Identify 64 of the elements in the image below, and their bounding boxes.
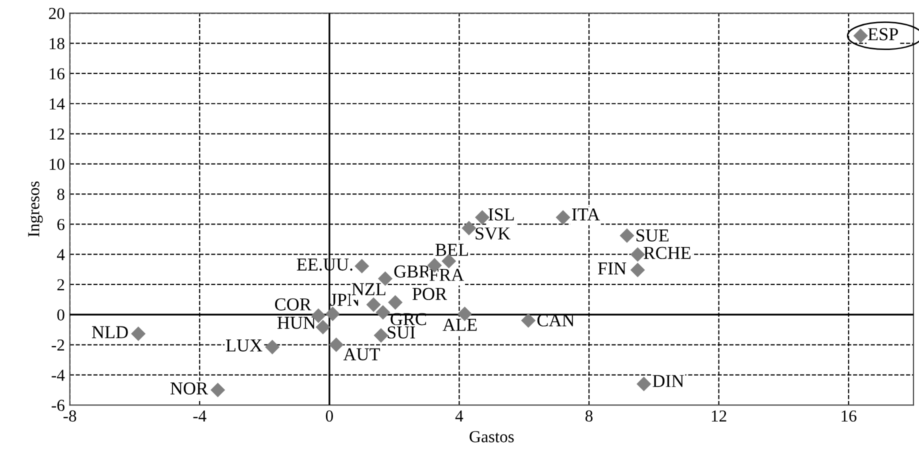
x-tick-label: 8 [585, 410, 593, 422]
x-tick-label: -8 [64, 410, 76, 422]
y-tick-label: -4 [52, 370, 65, 381]
point [265, 340, 280, 354]
text: HUN [277, 316, 316, 329]
text: ESP [868, 28, 898, 40]
text: BEL [435, 244, 468, 256]
point [374, 328, 388, 343]
text: GBR [394, 265, 431, 278]
y-tick-label: 6 [57, 218, 64, 230]
point [325, 306, 340, 322]
text: FIN [598, 262, 626, 274]
point [388, 295, 403, 310]
text: COR [275, 298, 312, 310]
y-tick-label: 4 [56, 249, 65, 260]
point [354, 258, 370, 274]
text: LUX [226, 340, 262, 352]
text: FRA [430, 268, 464, 281]
y-tick-label: -6 [52, 400, 64, 412]
text: NLD [92, 326, 128, 338]
y-axis-title: Ingresos [28, 181, 43, 237]
y-tick-label: 16 [50, 68, 64, 80]
text: POR [412, 288, 448, 300]
x-tick-label: 4 [455, 410, 464, 422]
y-tick-label: 14 [50, 98, 65, 110]
point [630, 247, 645, 262]
y-tick-label: 12 [50, 128, 64, 140]
y-tick-label: -2 [52, 340, 64, 351]
point [474, 210, 490, 225]
point [636, 376, 652, 392]
y-tick-label: 10 [50, 158, 64, 170]
point [210, 382, 226, 398]
point [328, 337, 344, 352]
point [376, 305, 390, 320]
text: NOR [170, 382, 208, 395]
point [521, 313, 536, 328]
y-tick-label: 18 [50, 38, 64, 50]
text: SUI [388, 326, 416, 339]
x-axis-title: Gastos [470, 431, 514, 442]
point [316, 320, 330, 334]
y-tick-label: 20 [49, 8, 64, 20]
point [620, 228, 634, 243]
y-tick-label: 8 [57, 188, 64, 200]
text: ALE [442, 318, 477, 331]
x-tick-label: 0 [326, 410, 333, 422]
text: SUE [636, 229, 669, 242]
point [630, 262, 645, 278]
x-tick-label: 12 [712, 410, 726, 422]
x-tick-label: 16 [842, 410, 856, 422]
text: NZL [352, 283, 386, 296]
x-tick-label: -4 [193, 410, 206, 422]
point [131, 326, 146, 342]
text: DIN [652, 375, 684, 387]
point [556, 210, 570, 225]
y-tick-label: 0 [57, 309, 64, 321]
text: AUT [343, 348, 380, 360]
text: RCHE [644, 246, 690, 260]
text: ITA [572, 208, 600, 220]
y-tick-label: 2 [57, 279, 64, 290]
text: SVK [476, 227, 510, 240]
text: ISL [488, 208, 514, 221]
point [366, 297, 381, 312]
point [462, 220, 476, 236]
point [853, 28, 868, 44]
